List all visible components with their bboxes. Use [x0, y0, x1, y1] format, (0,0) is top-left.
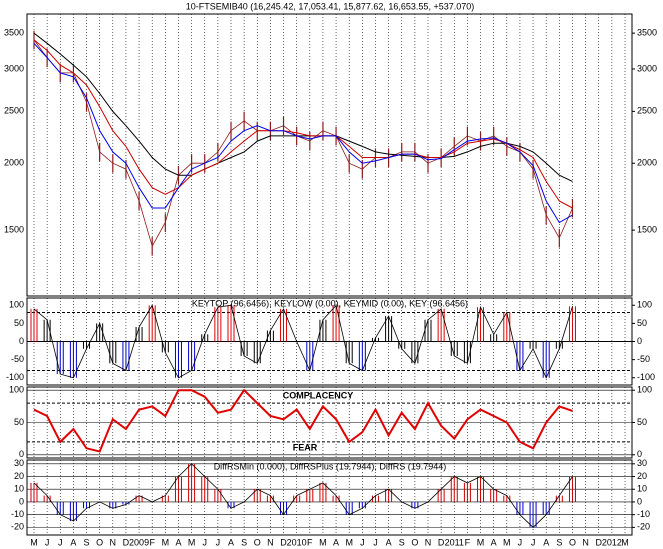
- y-tick-label-right: -20: [637, 522, 650, 532]
- x-tick-label: J: [202, 537, 207, 547]
- complacency-label: COMPLACENCY: [283, 390, 354, 400]
- x-tick-label: O: [96, 537, 103, 547]
- x-tick-label: A: [386, 537, 392, 547]
- x-tick-label: N: [267, 537, 274, 547]
- x-tick-label: M: [345, 537, 353, 547]
- y-tick-label-right: 100: [637, 300, 652, 310]
- x-tick-label: O: [569, 537, 576, 547]
- y-tick-label: 100: [9, 385, 24, 395]
- y-tick-label-right: -50: [637, 354, 650, 364]
- diffrs-title: DiffRSMin (0.000), DiffRSPlus (19.7944),…: [214, 461, 447, 471]
- x-tick-label: N: [110, 537, 117, 547]
- x-tick-label: F: [149, 537, 155, 547]
- x-tick-label: S: [556, 537, 562, 547]
- x-tick-label: J: [531, 537, 536, 547]
- x-tick-label: S: [84, 537, 90, 547]
- y-tick-label: -50: [11, 354, 24, 364]
- y-tick-label-right: 0: [637, 449, 642, 459]
- x-tick-label: F: [465, 537, 471, 547]
- x-tick-label: N: [425, 537, 432, 547]
- x-tick-label: M: [30, 537, 38, 547]
- x-tick-label: A: [175, 537, 181, 547]
- y-tick-label-right: 2000: [637, 158, 657, 168]
- diffrs-line: [33, 463, 573, 528]
- y-tick-label-right: 3500: [637, 27, 657, 37]
- x-tick-label: O: [254, 537, 261, 547]
- y-tick-label: 2000: [4, 158, 24, 168]
- x-tick-label: A: [70, 537, 76, 547]
- x-tick-label: 2011: [445, 537, 464, 547]
- x-tick-label: 2009: [129, 537, 149, 547]
- complacency-line: [33, 388, 573, 453]
- x-tick-label: 2010: [287, 537, 307, 547]
- x-tick-label: J: [216, 537, 221, 547]
- x-tick-label: M: [621, 537, 629, 547]
- x-tick-label: D: [595, 537, 602, 547]
- y-tick-label: 0: [19, 449, 24, 459]
- y-tick-label-right: 1500: [637, 225, 657, 235]
- x-tick-label: S: [399, 537, 405, 547]
- x-tick-label: M: [188, 537, 196, 547]
- y-tick-label-right: 50: [637, 417, 647, 427]
- y-tick-label: 3000: [4, 63, 24, 73]
- x-tick-label: D: [438, 537, 445, 547]
- x-tick-label: M: [319, 537, 327, 547]
- x-tick-label: S: [241, 537, 247, 547]
- x-tick-label: J: [360, 537, 365, 547]
- y-tick-label: -100: [6, 372, 24, 382]
- y-tick-label-right: 0: [637, 336, 642, 346]
- y-tick-label-right: 0: [637, 496, 642, 506]
- y-tick-label: 30: [14, 458, 24, 468]
- moving-average: [33, 32, 573, 182]
- y-tick-label-right: 2500: [637, 106, 657, 116]
- x-tick-label: N: [582, 537, 589, 547]
- x-tick-label: M: [503, 537, 511, 547]
- y-tick-label-right: 100: [637, 385, 652, 395]
- x-tick-label: A: [228, 537, 234, 547]
- x-tick-label: D: [280, 537, 287, 547]
- diffrs-panel: [26, 459, 633, 536]
- y-tick-label: -10: [11, 509, 24, 519]
- y-tick-label: 0: [19, 336, 24, 346]
- moving-average: [33, 39, 573, 209]
- y-tick-label: 20: [14, 471, 24, 481]
- y-tick-label-right: 10: [637, 484, 647, 494]
- y-tick-label: 3500: [4, 27, 24, 37]
- y-tick-label-right: 30: [637, 458, 647, 468]
- y-tick-label: 100: [9, 300, 24, 310]
- y-tick-label-right: -10: [637, 509, 650, 519]
- y-tick-label-right: -100: [637, 372, 655, 382]
- x-tick-label: 2012: [602, 537, 622, 547]
- price-line: [33, 39, 573, 248]
- x-tick-label: J: [518, 537, 523, 547]
- price-title: 10-FTSEMIB40 (16,245.42, 17,053.41, 15,8…: [186, 1, 474, 11]
- y-tick-label: 10: [14, 484, 24, 494]
- x-tick-label: J: [45, 537, 50, 547]
- x-tick-label: J: [373, 537, 378, 547]
- x-tick-label: F: [307, 537, 313, 547]
- key-title: KEYTOP (96.6456), KEYLOW (0.00), KEYMID …: [192, 298, 468, 308]
- y-tick-label: 50: [14, 318, 24, 328]
- price-panel: [26, 13, 633, 297]
- y-tick-label: 0: [19, 496, 24, 506]
- x-tick-label: M: [162, 537, 170, 547]
- x-tick-label: O: [411, 537, 418, 547]
- moving-average: [33, 42, 573, 224]
- y-tick-label: 1500: [4, 225, 24, 235]
- y-tick-label-right: 20: [637, 471, 647, 481]
- y-tick-label-right: 3000: [637, 63, 657, 73]
- x-tick-label: D: [123, 537, 130, 547]
- y-tick-label: 50: [14, 417, 24, 427]
- y-tick-label: 2500: [4, 106, 24, 116]
- fear-label: FEAR: [293, 442, 318, 452]
- key-line: [33, 304, 573, 379]
- x-tick-label: A: [491, 537, 497, 547]
- x-tick-label: J: [58, 537, 63, 547]
- x-tick-label: A: [333, 537, 339, 547]
- y-tick-label: -20: [11, 522, 24, 532]
- x-tick-label: A: [543, 537, 549, 547]
- y-tick-label-right: 50: [637, 318, 647, 328]
- x-tick-label: M: [477, 537, 485, 547]
